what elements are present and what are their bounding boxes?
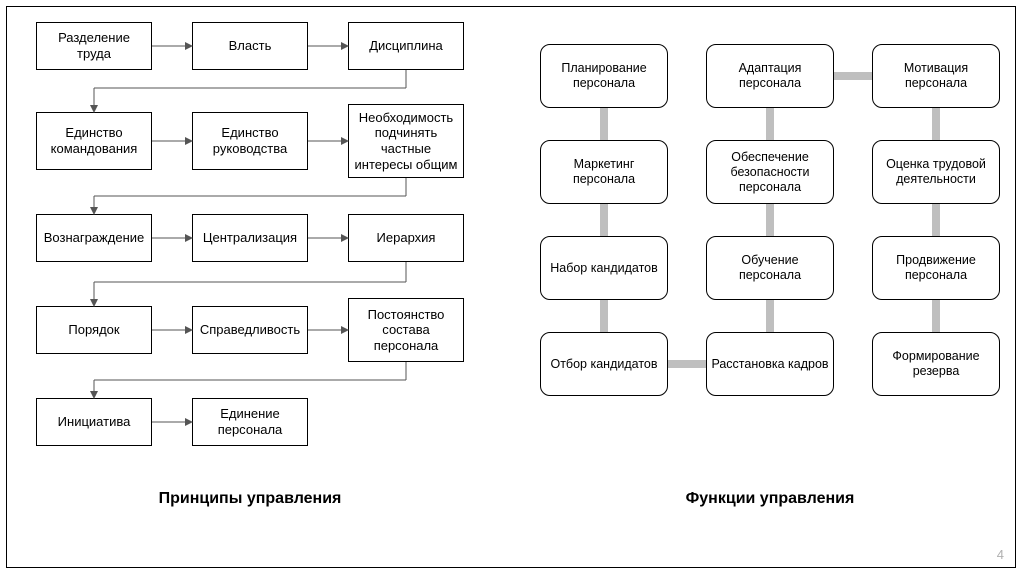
function-box: Обучение персонала (706, 236, 834, 300)
principle-box: Справедливость (192, 306, 308, 354)
right-caption: Функции управления (600, 490, 940, 508)
function-box: Планирование персонала (540, 44, 668, 108)
function-box: Продвижение персонала (872, 236, 1000, 300)
principle-box: Централизация (192, 214, 308, 262)
principle-box: Единство командования (36, 112, 152, 170)
principle-box: Вознаграждение (36, 214, 152, 262)
function-box: Расстановка кадров (706, 332, 834, 396)
function-box: Обеспечение безопасности персонала (706, 140, 834, 204)
function-box: Маркетинг персонала (540, 140, 668, 204)
principle-box: Инициатива (36, 398, 152, 446)
function-box: Мотивация персонала (872, 44, 1000, 108)
function-box: Адаптация персонала (706, 44, 834, 108)
principle-box: Единение персонала (192, 398, 308, 446)
left-caption: Принципы управления (100, 490, 400, 508)
principle-box: Единство руководства (192, 112, 308, 170)
function-box: Набор кандидатов (540, 236, 668, 300)
function-box: Отбор кандидатов (540, 332, 668, 396)
principle-box: Порядок (36, 306, 152, 354)
principle-box: Власть (192, 22, 308, 70)
slide-frame (6, 6, 1016, 568)
principle-box: Дисциплина (348, 22, 464, 70)
principle-box: Разделение труда (36, 22, 152, 70)
principle-box: Иерархия (348, 214, 464, 262)
function-box: Оценка трудовой деятельности (872, 140, 1000, 204)
principle-box: Постоянство состава персонала (348, 298, 464, 362)
principle-box: Необходимость подчинять частные интересы… (348, 104, 464, 178)
function-box: Формирование резерва (872, 332, 1000, 396)
page-number: 4 (997, 547, 1004, 562)
